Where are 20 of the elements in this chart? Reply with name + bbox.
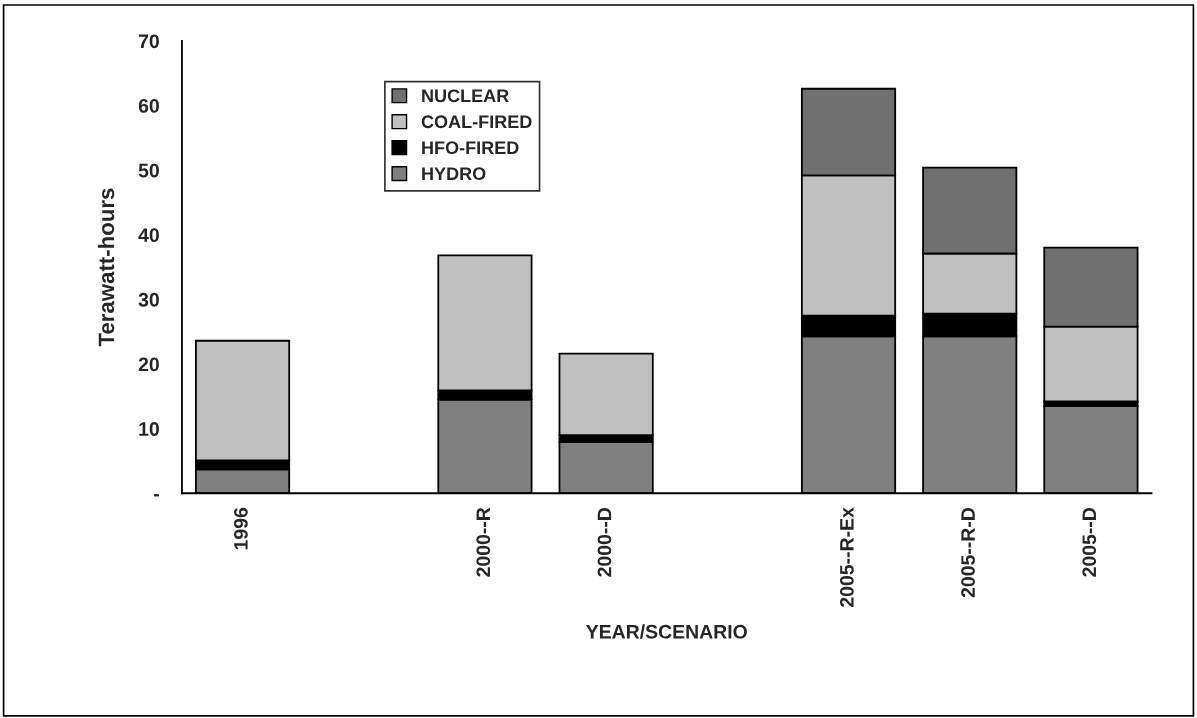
x-tick-label: 1996	[233, 507, 248, 550]
x-tick-label: 2000--R	[476, 507, 491, 577]
x-axis-title: YEAR/SCENARIO	[586, 624, 747, 639]
y-tick-label: 10	[139, 422, 159, 436]
x-tick-label: 2005--D	[1082, 507, 1097, 577]
x-tick-label: 2005--R-D	[961, 507, 975, 598]
y-tick-label: 20	[138, 357, 159, 372]
x-tick-label: 2005--R-Ex	[839, 507, 854, 607]
x-tick-label: 2000--D	[597, 507, 612, 577]
y-tick-label: 50	[138, 163, 159, 178]
legend-label: NUCLEAR	[422, 89, 509, 103]
y-axis-title: Terawatt-hours	[97, 188, 115, 347]
y-tick-label: 60	[138, 99, 159, 113]
y-tick-label: 70	[138, 34, 159, 49]
y-tick-label: 30	[138, 292, 159, 307]
legend-label: HFO-FIRED	[422, 141, 519, 155]
legend-label: COAL-FIRED	[421, 115, 532, 129]
legend-label: HYDRO	[422, 167, 486, 181]
y-tick-label: 40	[138, 228, 159, 243]
y-tick-label: -	[154, 494, 159, 497]
